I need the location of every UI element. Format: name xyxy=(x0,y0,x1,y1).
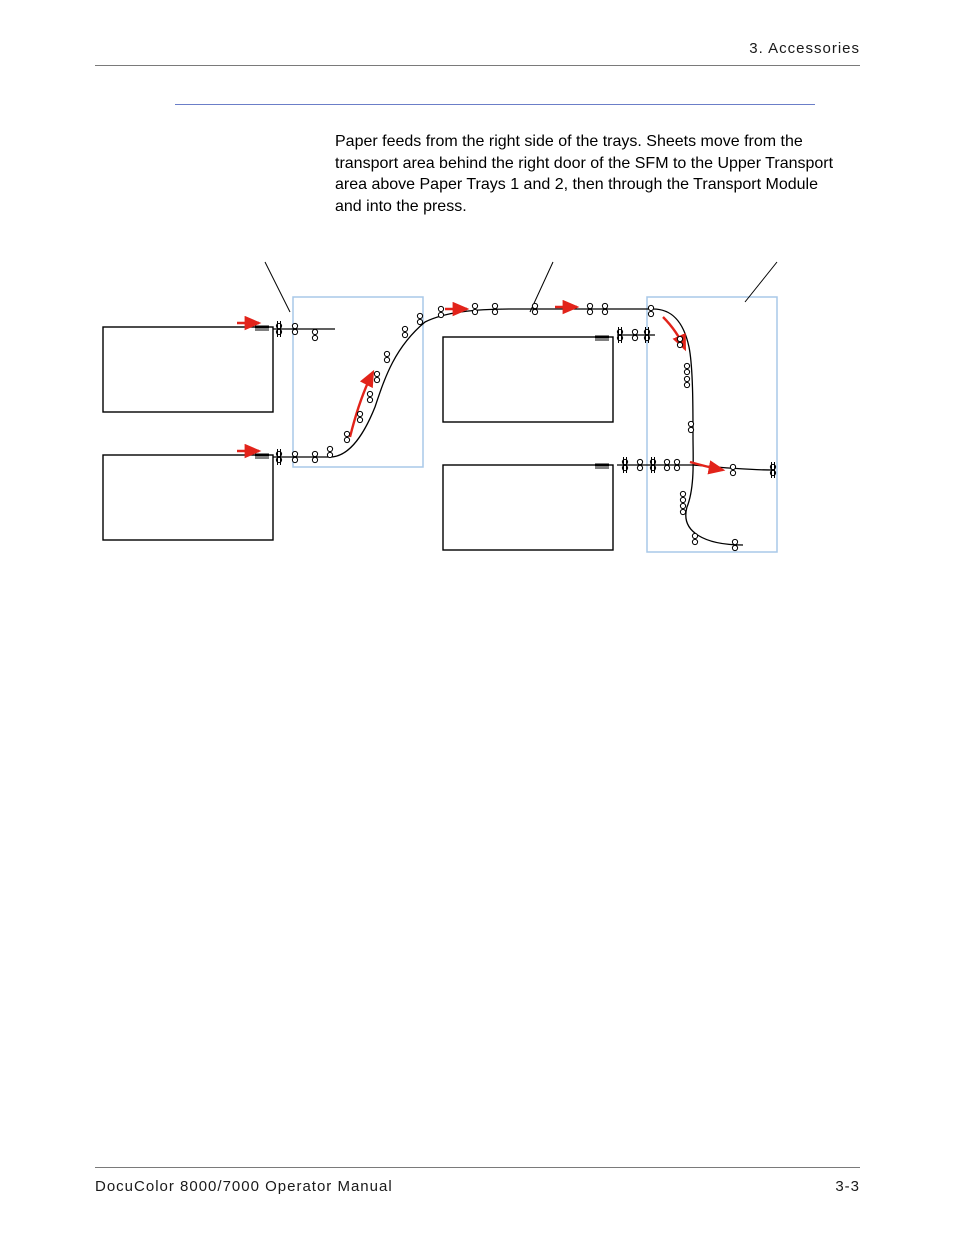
footer-title: DocuColor 8000/7000 Operator Manual xyxy=(95,1178,393,1195)
section-divider xyxy=(175,104,815,105)
page-footer: DocuColor 8000/7000 Operator Manual 3-3 xyxy=(95,1167,860,1195)
section-label: 3. Accessories xyxy=(749,40,860,57)
body-paragraph: Paper feeds from the right side of the t… xyxy=(335,131,845,217)
footer-page-number: 3-3 xyxy=(835,1178,860,1195)
page-container: 3. Accessories Paper feeds from the righ… xyxy=(95,40,860,1195)
paper-path-diagram xyxy=(95,257,795,587)
page-header: 3. Accessories xyxy=(95,40,860,66)
